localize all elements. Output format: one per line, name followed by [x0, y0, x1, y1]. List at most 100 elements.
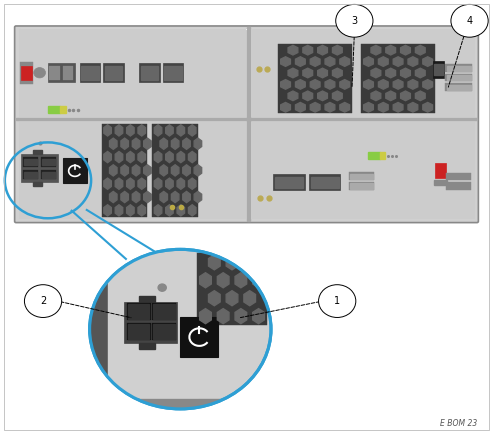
Polygon shape	[303, 45, 313, 55]
Polygon shape	[340, 102, 350, 112]
Polygon shape	[194, 138, 202, 149]
Bar	[139, 343, 155, 349]
Polygon shape	[235, 273, 246, 288]
Polygon shape	[194, 191, 202, 203]
Polygon shape	[226, 255, 238, 270]
Bar	[433, 61, 444, 78]
Bar	[42, 172, 55, 178]
Bar	[351, 174, 373, 179]
Bar	[63, 66, 73, 80]
Polygon shape	[332, 68, 342, 78]
Polygon shape	[154, 151, 162, 163]
Bar	[275, 177, 303, 188]
Text: 3: 3	[352, 16, 357, 26]
Bar	[247, 27, 250, 221]
Bar	[434, 64, 443, 75]
Polygon shape	[166, 125, 173, 136]
Polygon shape	[194, 165, 202, 176]
Bar	[128, 304, 149, 319]
Polygon shape	[226, 291, 238, 306]
Polygon shape	[200, 309, 211, 324]
Polygon shape	[423, 102, 432, 112]
Polygon shape	[332, 91, 342, 101]
Bar	[90, 399, 271, 409]
Polygon shape	[325, 57, 335, 66]
Polygon shape	[401, 68, 410, 78]
Bar	[48, 106, 60, 113]
Bar	[273, 174, 305, 190]
Bar	[20, 62, 33, 84]
Bar	[311, 177, 339, 188]
Polygon shape	[401, 91, 410, 101]
Bar	[127, 303, 151, 320]
Bar	[445, 74, 472, 82]
Bar	[124, 302, 176, 343]
Polygon shape	[281, 79, 290, 89]
Polygon shape	[132, 165, 140, 176]
Polygon shape	[281, 57, 290, 66]
Polygon shape	[209, 291, 220, 306]
Bar	[153, 304, 175, 319]
Bar	[152, 303, 176, 320]
Bar	[102, 124, 147, 217]
Polygon shape	[183, 138, 190, 149]
Text: 1: 1	[334, 296, 340, 306]
Polygon shape	[121, 138, 128, 149]
Bar	[90, 250, 108, 409]
Bar	[153, 324, 175, 339]
Polygon shape	[364, 102, 373, 112]
Polygon shape	[104, 125, 111, 136]
Polygon shape	[132, 191, 140, 203]
Bar	[60, 106, 66, 113]
Bar	[139, 296, 155, 302]
Bar	[447, 85, 470, 90]
Polygon shape	[209, 255, 220, 270]
Polygon shape	[127, 125, 134, 136]
Bar	[197, 253, 267, 325]
Bar	[63, 158, 87, 184]
Bar	[127, 322, 151, 340]
Polygon shape	[183, 165, 190, 176]
Bar	[19, 30, 247, 117]
Polygon shape	[253, 273, 264, 288]
Bar	[445, 83, 472, 91]
Polygon shape	[295, 57, 305, 66]
Circle shape	[451, 4, 488, 37]
Bar	[361, 44, 435, 113]
Polygon shape	[393, 79, 403, 89]
Polygon shape	[109, 138, 117, 149]
Polygon shape	[371, 68, 381, 78]
Polygon shape	[177, 125, 184, 136]
Bar	[447, 76, 470, 80]
Polygon shape	[379, 102, 388, 112]
Polygon shape	[127, 205, 134, 216]
Bar	[81, 66, 99, 80]
Bar	[21, 66, 32, 80]
Polygon shape	[364, 79, 373, 89]
Circle shape	[336, 4, 373, 37]
Bar	[24, 170, 38, 180]
Polygon shape	[188, 151, 196, 163]
Polygon shape	[386, 91, 395, 101]
Bar	[163, 63, 183, 82]
Polygon shape	[317, 91, 327, 101]
Polygon shape	[188, 125, 196, 136]
Polygon shape	[138, 205, 145, 216]
Polygon shape	[115, 178, 123, 189]
Bar	[309, 174, 341, 190]
Bar	[434, 180, 447, 185]
Polygon shape	[109, 191, 117, 203]
Polygon shape	[183, 191, 190, 203]
Bar	[48, 63, 75, 82]
Bar	[152, 124, 198, 217]
Bar	[445, 64, 472, 72]
Polygon shape	[138, 125, 145, 136]
Polygon shape	[295, 79, 305, 89]
Polygon shape	[115, 125, 123, 136]
Polygon shape	[371, 91, 381, 101]
Polygon shape	[143, 191, 151, 203]
Bar	[19, 122, 247, 219]
Polygon shape	[138, 151, 145, 163]
Bar	[105, 66, 122, 80]
Polygon shape	[423, 79, 432, 89]
